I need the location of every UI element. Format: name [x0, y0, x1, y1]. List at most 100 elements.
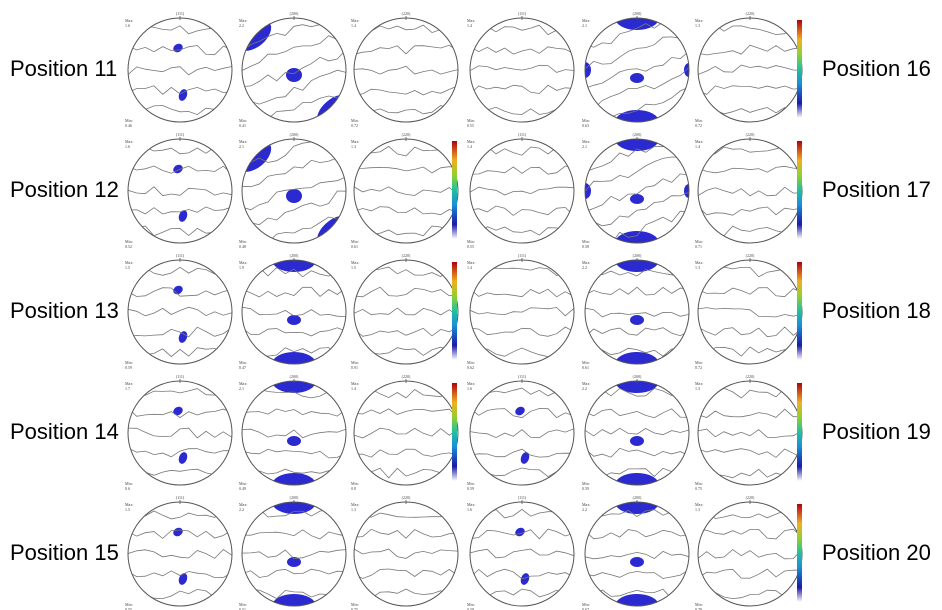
max-label: Max:	[351, 381, 359, 386]
contour-line	[354, 65, 458, 75]
contour-line	[242, 448, 346, 459]
pole-figure: (220) Max:1.3 Min:0.78	[695, 495, 803, 610]
contour-line	[354, 548, 458, 559]
pole-figure: (220) Max:1.5 Min:0.91	[351, 253, 459, 370]
contours	[354, 266, 458, 356]
contour-line	[354, 186, 458, 196]
intensity-blob	[615, 352, 659, 364]
contour-line	[242, 176, 346, 211]
contour-line	[698, 568, 802, 579]
pole-figure: (111) Max:1.6 Min:0.59	[467, 495, 575, 610]
intensity-blob	[242, 19, 272, 51]
intensity-blob	[272, 473, 316, 485]
max-value: 1.3	[695, 23, 700, 28]
max-value: 1.5	[125, 507, 130, 512]
plane-label: (111)	[176, 253, 185, 258]
intensity-blob	[173, 43, 183, 53]
max-value: 1.4	[467, 23, 472, 28]
plane-label: (111)	[176, 374, 185, 379]
pole-figure: (111) Max:1.7 Min:0.6	[125, 374, 233, 491]
contour-line	[585, 67, 689, 110]
max-value: 1.6	[125, 23, 130, 28]
pole-figure: (200) Max:2.2 Min:0.61	[582, 253, 690, 370]
pole-circle	[469, 380, 575, 486]
plane-label: (111)	[176, 11, 185, 16]
contour-line	[698, 549, 802, 560]
min-label: Min:	[695, 360, 703, 365]
plane-label: (200)	[290, 253, 299, 258]
position-label: Position 13	[10, 298, 119, 323]
min-label: Min:	[582, 481, 590, 486]
min-value: 0.55	[467, 244, 474, 249]
contour-line	[470, 467, 574, 478]
pole-figure: (200) Max:2.1 Min:0.49	[239, 374, 347, 491]
max-label: Max:	[125, 139, 133, 144]
contour-line	[470, 448, 574, 458]
min-label: Min:	[351, 481, 359, 486]
contour-line	[128, 186, 232, 197]
intensity-blob	[272, 502, 316, 514]
contour-line	[354, 346, 458, 356]
max-value: 2.2	[239, 23, 244, 28]
contour-line	[470, 288, 574, 298]
max-label: Max:	[351, 260, 359, 265]
contour-line	[128, 447, 232, 458]
min-value: 0.62	[467, 365, 474, 370]
contours	[698, 387, 802, 479]
contour-line	[128, 407, 232, 419]
contour-line	[470, 568, 574, 580]
intensity-blob	[615, 381, 659, 393]
contour-line	[242, 428, 346, 439]
min-value: 0.75	[695, 486, 702, 491]
min-label: Min:	[695, 602, 703, 607]
max-value: 1.3	[695, 507, 700, 512]
min-value: 0.6	[125, 486, 130, 491]
position-label: Position 17	[822, 177, 931, 202]
contour-line	[354, 388, 458, 399]
min-value: 0.49	[239, 486, 246, 491]
contour-line	[354, 528, 458, 539]
max-value: 1.4	[351, 23, 356, 28]
min-label: Min:	[467, 360, 475, 365]
contour-line	[128, 570, 232, 578]
pole-circle	[127, 259, 233, 365]
min-label: Min:	[125, 239, 133, 244]
min-value: 0.71	[695, 244, 702, 249]
max-value: 2.1	[239, 386, 244, 391]
max-value: 1.3	[695, 265, 700, 270]
plane-label: (111)	[518, 253, 527, 258]
contour-line	[354, 448, 458, 458]
contour-line	[354, 206, 458, 216]
min-value: 0.72	[351, 123, 358, 128]
max-value: 1.4	[351, 386, 356, 391]
intensity-blob	[173, 164, 183, 174]
intensity-blob	[173, 406, 183, 416]
intensity-blob	[272, 260, 316, 272]
max-value: 1.9	[239, 265, 244, 270]
contour-line	[242, 215, 346, 243]
contours	[128, 146, 232, 237]
pole-figure: (200) Max:2.1 Min:0.63	[582, 11, 690, 128]
max-label: Max:	[239, 18, 247, 23]
pole-figure: (111) Max:1.6 Min:0.59	[467, 374, 575, 491]
plane-label: (200)	[633, 495, 642, 500]
colorbar	[452, 383, 457, 481]
pole-circle	[353, 259, 459, 365]
pole-figure: (111) Max:1.4 Min:0.62	[467, 253, 575, 370]
pole-figure: (200) Max:2.2 Min:0.51	[239, 495, 347, 610]
colorbar	[797, 262, 802, 360]
plane-label: (200)	[633, 253, 642, 258]
plane-label: (220)	[746, 11, 755, 16]
contour-line	[242, 190, 346, 227]
contour-line	[128, 427, 232, 439]
min-label: Min:	[467, 118, 475, 123]
plane-label: (111)	[176, 132, 185, 137]
pole-figure: (220) Max:1.3 Min:0.72	[695, 11, 803, 128]
pole-figure: (220) Max:1.4 Min:0.72	[351, 11, 459, 128]
max-value: 1.3	[351, 144, 356, 149]
plane-label: (220)	[402, 132, 411, 137]
min-value: 0.41	[239, 123, 246, 128]
pole-figure: (111) Max:1.5 Min:0.59	[125, 253, 233, 370]
intensity-blob	[684, 184, 689, 198]
contour-line	[242, 49, 346, 87]
